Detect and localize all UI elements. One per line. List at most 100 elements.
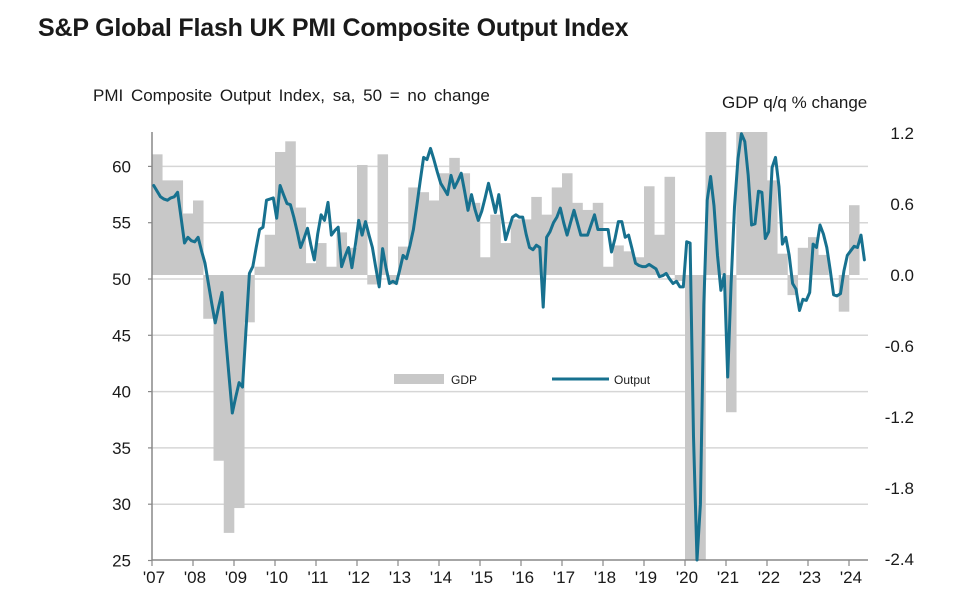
gdp-bar bbox=[223, 275, 235, 533]
gdp-bar bbox=[582, 209, 594, 275]
gdp-bar bbox=[705, 132, 717, 275]
x-tick-label: '16 bbox=[512, 568, 534, 587]
gdp-bar bbox=[275, 151, 286, 275]
gdp-bar bbox=[736, 132, 747, 275]
left-axis-label: PMI Composite Output Index, sa, 50 = no … bbox=[93, 86, 490, 105]
tick-labels: 25 30 35 40 45 50 55 60 1.2 0.6 0.0 -0.6 -1.2 -1.8 -2.… bbox=[112, 124, 914, 587]
x-tick-label: '10 bbox=[266, 568, 288, 587]
right-tick-label: -1.8 bbox=[885, 479, 914, 498]
gdp-bar bbox=[715, 132, 727, 275]
gdp-bar bbox=[674, 275, 686, 281]
gdp-bar bbox=[428, 200, 440, 275]
x-tick-label: '24 bbox=[840, 568, 862, 587]
x-tick-label: '21 bbox=[717, 568, 739, 587]
left-tick-label: 45 bbox=[112, 326, 131, 345]
gdp-bar bbox=[316, 243, 327, 275]
x-tick-label: '20 bbox=[676, 568, 698, 587]
gdp-bar bbox=[603, 266, 614, 275]
chart-title: S&P Global Flash UK PMI Composite Output… bbox=[38, 14, 629, 42]
gdp-bar bbox=[746, 132, 758, 275]
gdp-bar bbox=[521, 219, 532, 275]
left-tick-label: 60 bbox=[112, 157, 131, 176]
gdp-bar bbox=[685, 275, 696, 560]
x-tick-label: '07 bbox=[143, 568, 165, 587]
gdp-bar bbox=[664, 176, 676, 275]
x-tick-label: '14 bbox=[430, 568, 452, 587]
gdp-bar bbox=[203, 275, 214, 319]
legend-gdp-label: GDP bbox=[451, 373, 477, 387]
x-tick-label: '19 bbox=[635, 568, 657, 587]
gdp-bar bbox=[459, 173, 471, 275]
right-tick-label: -2.4 bbox=[885, 550, 914, 569]
gdp-bar bbox=[767, 180, 778, 275]
gdp-bar bbox=[572, 202, 583, 275]
gdp-bar bbox=[152, 154, 163, 275]
right-tick-label: 0.0 bbox=[890, 266, 914, 285]
right-tick-label: 0.6 bbox=[890, 195, 914, 214]
gdp-bar bbox=[531, 196, 542, 275]
x-tick-label: '17 bbox=[553, 568, 575, 587]
right-tick-label: -0.6 bbox=[885, 337, 914, 356]
gdp-bar bbox=[469, 202, 481, 275]
left-tick-label: 50 bbox=[112, 270, 131, 289]
gdp-bar bbox=[439, 173, 450, 275]
gdp-bar bbox=[172, 180, 184, 275]
gdp-bar bbox=[244, 275, 255, 323]
gdp-bar bbox=[264, 234, 276, 275]
gdp-bar bbox=[592, 202, 604, 275]
gdp-bar bbox=[654, 234, 665, 275]
gdp-bar bbox=[551, 187, 563, 275]
left-tick-label: 30 bbox=[112, 495, 131, 514]
x-tick-label: '08 bbox=[184, 568, 206, 587]
gdp-bar bbox=[254, 266, 266, 275]
x-tick-label: '09 bbox=[225, 568, 247, 587]
gdp-bar bbox=[510, 219, 522, 275]
output-line-group bbox=[152, 132, 866, 562]
left-tick-label: 35 bbox=[112, 439, 131, 458]
gdp-bar bbox=[162, 180, 173, 275]
axes bbox=[148, 132, 868, 566]
x-tick-label: '12 bbox=[348, 568, 370, 587]
gdp-bar bbox=[449, 157, 460, 275]
gdp-bar bbox=[726, 275, 737, 413]
gdp-bar bbox=[838, 275, 850, 312]
gdp-bar bbox=[326, 266, 337, 275]
gdp-bar bbox=[234, 275, 245, 509]
gdp-bar bbox=[818, 254, 829, 275]
gdp-bar bbox=[490, 214, 501, 275]
x-tick-label: '22 bbox=[758, 568, 780, 587]
gdp-bar bbox=[777, 253, 788, 275]
legend: GDP Output bbox=[394, 373, 651, 387]
gdp-bar bbox=[367, 275, 378, 285]
gdp-bar bbox=[305, 263, 317, 275]
x-tick-label: '18 bbox=[594, 568, 616, 587]
x-tick-label: '23 bbox=[799, 568, 821, 587]
legend-gdp-swatch bbox=[394, 374, 444, 384]
gdp-bar bbox=[387, 275, 399, 285]
legend-output-label: Output bbox=[614, 373, 651, 387]
gdp-bar bbox=[562, 173, 573, 275]
gdp-bar bbox=[480, 257, 491, 275]
gdp-bars bbox=[152, 132, 860, 560]
gdp-bar bbox=[623, 251, 635, 275]
gdp-bar bbox=[500, 243, 512, 275]
output-line bbox=[152, 132, 866, 562]
gdp-bar bbox=[613, 245, 624, 275]
gdp-bar bbox=[377, 154, 389, 275]
left-tick-label: 40 bbox=[112, 383, 131, 402]
right-axis-label: GDP q/q % change bbox=[722, 93, 868, 112]
gdp-bar bbox=[357, 164, 368, 275]
gdp-bar bbox=[644, 186, 655, 275]
right-tick-label: -1.2 bbox=[885, 408, 914, 427]
x-tick-label: '15 bbox=[471, 568, 493, 587]
gdp-bar bbox=[797, 247, 809, 275]
gdp-bar bbox=[849, 205, 860, 275]
gdp-bar bbox=[418, 192, 430, 275]
right-tick-label: 1.2 bbox=[890, 124, 914, 143]
x-tick-label: '11 bbox=[308, 568, 329, 587]
left-tick-label: 55 bbox=[112, 214, 131, 233]
gdp-bar bbox=[182, 213, 194, 275]
x-tick-label: '13 bbox=[389, 568, 411, 587]
left-tick-label: 25 bbox=[112, 552, 131, 571]
